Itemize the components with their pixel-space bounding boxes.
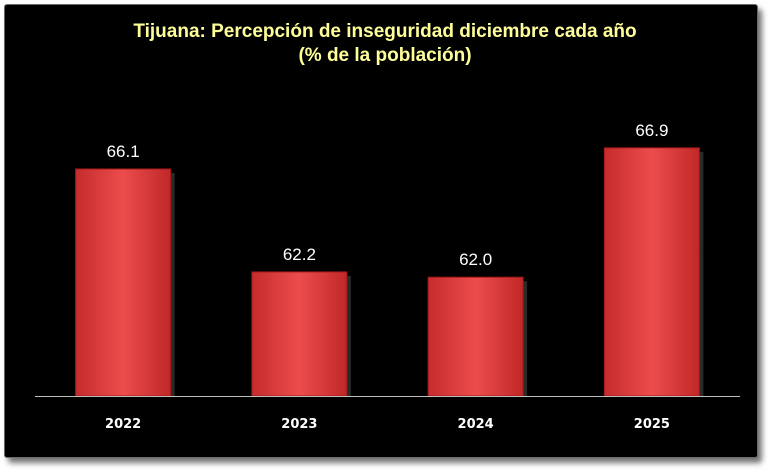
data-label-2024: 62.0 xyxy=(459,250,492,269)
chart-title: Tijuana: Percepción de inseguridad dicie… xyxy=(133,21,637,42)
x-tick-label-2024: 2024 xyxy=(458,417,494,432)
data-label-2023: 62.2 xyxy=(283,245,316,264)
bar-2025 xyxy=(603,147,700,397)
bars-layer xyxy=(75,147,704,397)
chart-subtitle: (% de la población) xyxy=(298,45,472,66)
bar-2023 xyxy=(251,271,348,397)
x-tick-label-2023: 2023 xyxy=(281,417,317,432)
chart-title-block: Tijuana: Percepción de inseguridad dicie… xyxy=(0,20,770,68)
ticks-layer: 2022 2023 2024 2025 xyxy=(105,417,670,432)
labels-layer: 66.1 62.2 62.0 66.9 xyxy=(107,121,669,269)
bar-2022 xyxy=(75,168,172,397)
data-label-2022: 66.1 xyxy=(107,142,140,161)
data-label-2025: 66.9 xyxy=(635,121,668,140)
x-tick-label-2022: 2022 xyxy=(105,417,141,432)
bar-2024 xyxy=(427,276,524,397)
x-tick-label-2025: 2025 xyxy=(634,417,670,432)
